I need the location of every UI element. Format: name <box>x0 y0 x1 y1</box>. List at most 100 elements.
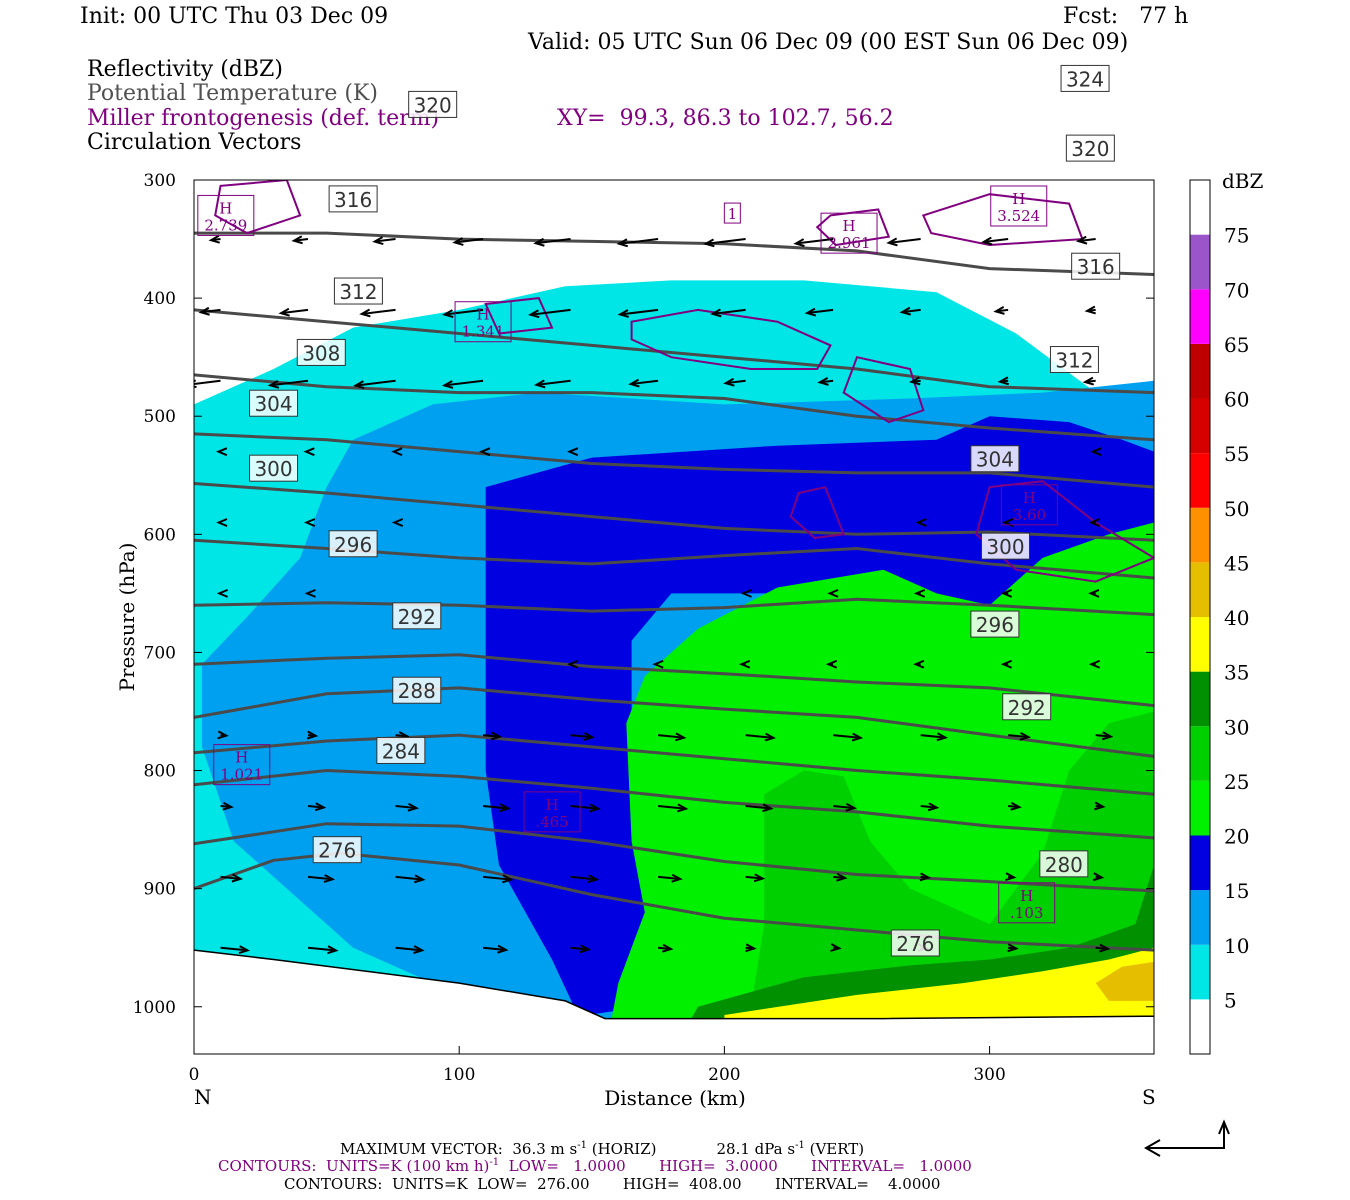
vector <box>983 238 1009 244</box>
footer-max-vector: MAXIMUM VECTOR: 36.3 m s-1 (HORIZ) 28.1 d… <box>340 1140 864 1158</box>
theta-label-box-292-1 <box>1002 693 1052 721</box>
vector-head <box>762 803 774 813</box>
y-tick-label-700: 700 <box>144 643 176 663</box>
vector-head <box>1092 872 1105 882</box>
theta-label-296-1: 296 <box>976 613 1014 637</box>
theta-label-box-276-0 <box>312 836 362 864</box>
contours-miller-a: CONTOURS: UNITS=K (100 km h) <box>218 1157 490 1175</box>
x-tick-label-100: 100 <box>443 1065 475 1085</box>
theta-contour-300 <box>194 597 1154 617</box>
miller-label-7: H <box>1020 887 1033 905</box>
theta-label-box-312-1 <box>1049 346 1099 374</box>
vector <box>920 734 946 739</box>
miller-contour-1 <box>815 208 891 247</box>
vector-head <box>980 236 993 246</box>
vector-head <box>391 447 403 457</box>
vector-head <box>913 659 925 669</box>
vector-head <box>1005 872 1017 882</box>
vector-head <box>323 874 336 883</box>
theta-label-300-0: 300 <box>254 457 292 481</box>
theta-label-300-1: 300 <box>986 535 1024 559</box>
theta-label-box-296-0 <box>328 530 378 558</box>
colorbar-bin-70 <box>1190 234 1210 290</box>
vector <box>194 379 221 385</box>
theta-label-304-1: 304 <box>976 448 1014 472</box>
vector-head <box>652 659 664 669</box>
vector <box>570 734 593 739</box>
vector-head <box>452 237 464 246</box>
field-miller: Miller frontogenesis (def. term) <box>87 106 440 131</box>
max-vector-exp: -1 <box>577 1140 587 1151</box>
vector-head <box>825 659 838 669</box>
vector-head <box>740 588 752 598</box>
theta-contour-labels: 276 276 280 284 288 292 292 296 296 300 300 304 304 3… <box>249 64 1121 957</box>
theta-label-box-296-1 <box>970 610 1020 638</box>
vector-head <box>222 801 234 811</box>
vector-head <box>1088 588 1100 598</box>
vector-head <box>208 234 220 244</box>
vector-head <box>1019 731 1032 741</box>
x-tick-label-300: 300 <box>973 1065 1005 1085</box>
vector-head <box>836 872 848 882</box>
theta-label-312-0: 312 <box>339 280 377 304</box>
y-tick-label-800: 800 <box>144 762 176 782</box>
colorbar-label-65: 65 <box>1224 333 1249 357</box>
vector <box>395 875 424 881</box>
vector-head <box>231 873 244 883</box>
miller-label-box-0 <box>197 194 255 236</box>
vector <box>1078 238 1096 243</box>
vector-head <box>662 943 674 953</box>
vector <box>795 238 834 245</box>
forecast-hour: Fcst: 77 h <box>1063 4 1189 29</box>
vector <box>1008 734 1029 739</box>
theta-contour-308 <box>194 482 1154 542</box>
vector <box>395 946 423 952</box>
theta-label-304-0: 304 <box>254 392 292 416</box>
miller-contour-0 <box>214 180 302 235</box>
vector <box>200 308 221 314</box>
miller-label-2: H <box>842 217 855 235</box>
theta-label-box-304-0 <box>249 389 299 417</box>
miller-label-0: H <box>219 199 232 217</box>
vector-head <box>528 309 540 319</box>
max-vector-vert: 28.1 dPa s <box>716 1140 796 1158</box>
vector-head <box>616 238 629 248</box>
colorbar-label-10: 10 <box>1224 934 1249 958</box>
theta-label-284-0: 284 <box>382 739 420 763</box>
max-vector-vert-exp: -1 <box>795 1140 805 1151</box>
theta-contour-296 <box>194 653 1154 708</box>
vector-head <box>671 873 683 883</box>
vector-head <box>674 732 687 742</box>
vector-head <box>817 377 829 386</box>
vector-head <box>909 376 921 386</box>
colorbar-label-15: 15 <box>1224 879 1249 903</box>
vector-head <box>745 943 757 953</box>
vector-head <box>407 802 420 812</box>
theta-label-288-0: 288 <box>398 679 436 703</box>
vector <box>618 238 659 245</box>
colorbar-label-70: 70 <box>1224 278 1249 302</box>
vector-head <box>359 308 371 318</box>
vector-head <box>497 944 509 954</box>
max-vector-vert-label: (VERT) <box>804 1140 865 1158</box>
theta-contour-312 <box>194 432 1154 489</box>
colorbar-label-75: 75 <box>1224 224 1249 248</box>
miller-label-box-2 <box>820 212 878 254</box>
theta-label-292-0: 292 <box>398 605 436 629</box>
vector <box>725 379 746 385</box>
miller-label-box-3 <box>990 185 1048 227</box>
miller-value-2: 2.961 <box>828 234 871 252</box>
vector <box>482 804 509 810</box>
vector-head <box>533 237 545 247</box>
x-tick-label-200: 200 <box>708 1065 740 1085</box>
y-tick-label-900: 900 <box>144 880 176 900</box>
miller-value-6: .465 <box>535 813 568 831</box>
miller-value-3: 3.524 <box>997 207 1040 225</box>
vector-head <box>414 874 426 884</box>
reflectivity-fill-35 <box>724 947 1154 1031</box>
theta-label-308-0: 308 <box>302 341 340 365</box>
theta-label-320-1: 320 <box>1071 137 1109 161</box>
vector-head <box>583 732 595 741</box>
vector-head <box>1075 235 1088 245</box>
